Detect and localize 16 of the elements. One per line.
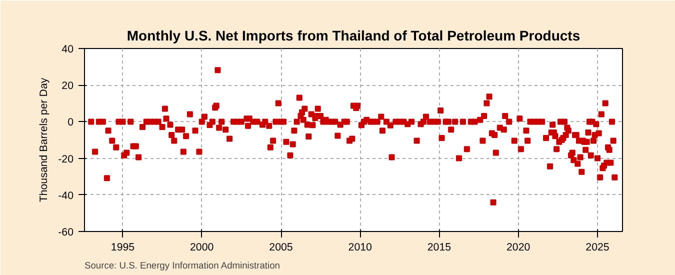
x-tick-label: 2000 [190,242,214,254]
y-tick-label: -40 [58,190,74,202]
x-tick-label: 2025 [586,242,610,254]
y-tick-label: -60 [58,226,74,238]
x-tick-label: 1995 [110,242,135,254]
x-tick-label: 2020 [506,242,530,254]
x-tick-label: 2005 [269,242,293,254]
x-tick-label: 2010 [348,242,372,254]
source-note: Source: U.S. Energy Information Administration [84,260,280,270]
chart-title: Monthly U.S. Net Imports from Thailand of Total Petroleum Products [126,28,580,44]
y-axis-title: Thousand Barrels per Day [38,77,50,202]
y-tick-label: 40 [62,44,74,56]
y-tick-label: 20 [62,80,74,92]
x-tick-label: 2015 [427,242,452,254]
y-tick-label: -20 [58,153,74,166]
y-tick-label: 0 [68,116,74,129]
